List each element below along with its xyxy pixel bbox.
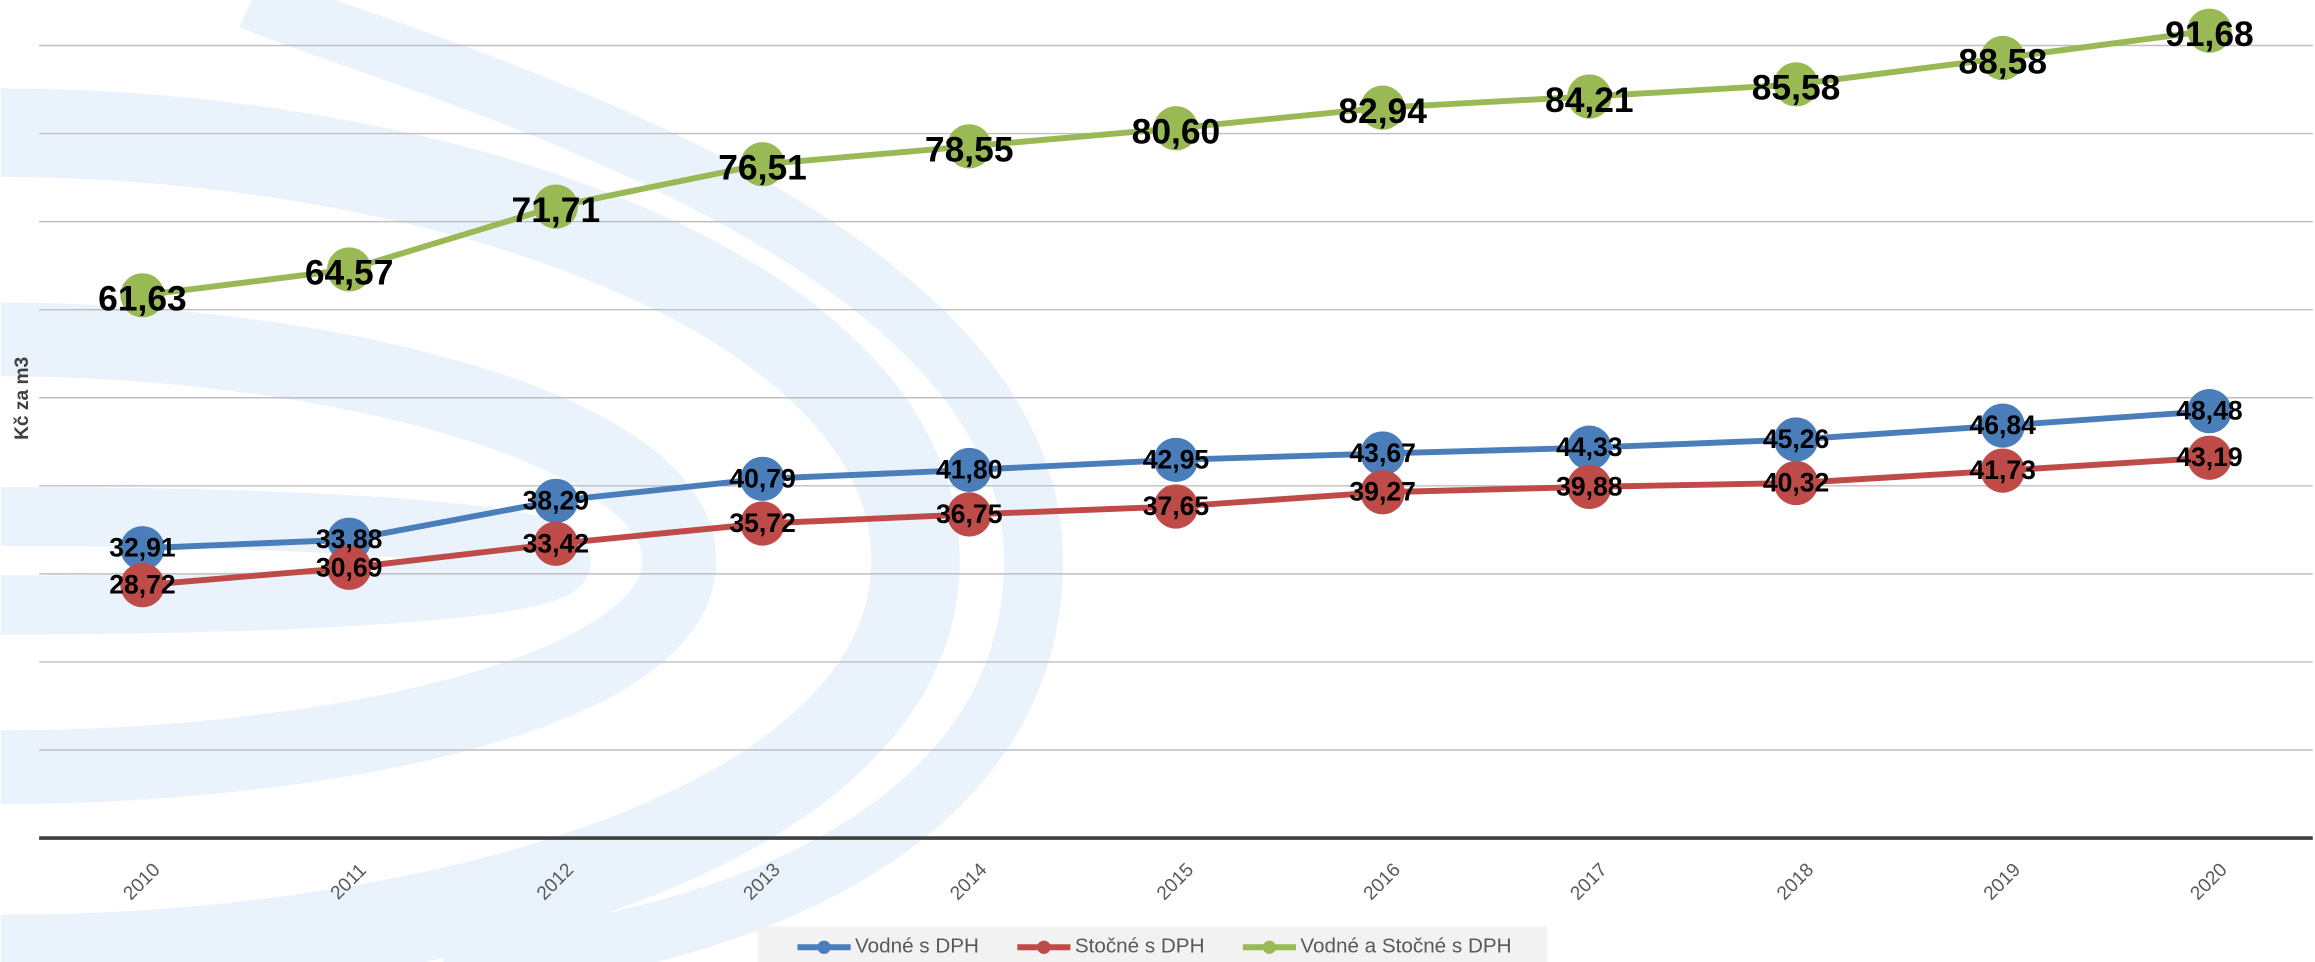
data-label: 45,26 xyxy=(1763,424,1829,454)
x-tick-label: 2019 xyxy=(1980,860,2025,905)
legend-marker xyxy=(1037,940,1051,954)
data-label: 42,95 xyxy=(1143,444,1210,474)
marker xyxy=(1153,106,1199,151)
marker xyxy=(1980,448,2025,493)
data-label: 88,58 xyxy=(1958,41,2047,81)
marker xyxy=(1980,35,2025,81)
x-tick-label: 2014 xyxy=(946,859,991,904)
marker xyxy=(1360,431,1405,476)
data-label: 40,79 xyxy=(729,463,795,493)
data-label: 78,55 xyxy=(925,130,1014,170)
marker xyxy=(2187,435,2232,480)
marker xyxy=(533,184,578,229)
data-label: 33,88 xyxy=(316,524,382,554)
x-tick-label: 2018 xyxy=(1773,860,1818,905)
legend-label: Stočné s DPH xyxy=(1075,935,1205,958)
x-tick-label: 2016 xyxy=(1360,860,1405,905)
data-label: 46,84 xyxy=(1970,410,2037,440)
data-label: 39,88 xyxy=(1556,471,1622,501)
marker xyxy=(327,247,372,292)
marker xyxy=(120,563,165,608)
x-tick-label: 2020 xyxy=(2187,860,2232,905)
legend-box xyxy=(757,926,1548,962)
marker xyxy=(1360,85,1405,130)
marker xyxy=(533,478,578,524)
marker xyxy=(1153,437,1199,482)
marker xyxy=(1153,484,1199,529)
marker xyxy=(1567,464,1612,510)
data-label: 33,42 xyxy=(523,528,589,558)
data-label: 37,65 xyxy=(1143,491,1210,521)
marker xyxy=(1980,403,2025,448)
data-label: 85,58 xyxy=(1752,68,1841,108)
marker xyxy=(1773,460,1819,506)
data-label: 28,72 xyxy=(109,570,175,600)
data-label: 43,67 xyxy=(1349,438,1415,468)
marker xyxy=(120,526,165,571)
marker xyxy=(120,273,165,318)
marker xyxy=(2187,389,2232,434)
legend-label: Vodné a Stočné s DPH xyxy=(1300,935,1511,958)
marker xyxy=(740,142,785,187)
data-label: 82,94 xyxy=(1338,91,1427,131)
marker xyxy=(533,521,578,566)
marker xyxy=(947,447,992,493)
data-label: 80,60 xyxy=(1132,112,1221,152)
data-label: 61,63 xyxy=(98,279,187,319)
marker xyxy=(1567,425,1612,470)
data-label: 36,75 xyxy=(936,499,1003,529)
marker xyxy=(947,124,992,169)
data-label: 38,29 xyxy=(523,485,589,515)
data-label: 84,21 xyxy=(1545,80,1634,120)
data-label: 44,33 xyxy=(1556,432,1622,462)
marker xyxy=(1773,62,1819,107)
data-label: 40,32 xyxy=(1763,467,1829,497)
marker xyxy=(947,492,992,537)
marker xyxy=(740,456,785,501)
marker xyxy=(1567,74,1612,119)
legend-marker xyxy=(817,940,831,954)
marker xyxy=(740,501,785,546)
marker xyxy=(327,545,372,590)
marker xyxy=(1773,417,1819,462)
data-label: 64,57 xyxy=(305,253,394,293)
data-label: 35,72 xyxy=(729,508,795,538)
x-tick-label: 2017 xyxy=(1567,860,1612,905)
x-tick-label: 2015 xyxy=(1153,860,1198,905)
y-axis-label: Kč za m3 xyxy=(12,357,33,440)
background-decoration xyxy=(0,0,1064,962)
data-label: 32,91 xyxy=(109,533,176,563)
data-label: 39,27 xyxy=(1349,477,1415,507)
x-tick-label: 2010 xyxy=(120,860,165,905)
legend-label: Vodné s DPH xyxy=(855,935,979,958)
data-label: 41,73 xyxy=(1970,455,2036,485)
data-label: 30,69 xyxy=(316,552,382,582)
data-label: 41,80 xyxy=(936,454,1002,484)
marker xyxy=(2187,8,2232,53)
data-label: 91,68 xyxy=(2165,14,2254,54)
marker xyxy=(1360,470,1405,515)
data-label: 43,19 xyxy=(2176,442,2242,472)
data-label: 76,51 xyxy=(718,148,807,188)
data-label: 48,48 xyxy=(2176,396,2242,426)
data-label: 71,71 xyxy=(512,190,601,230)
legend-marker xyxy=(1262,940,1277,954)
